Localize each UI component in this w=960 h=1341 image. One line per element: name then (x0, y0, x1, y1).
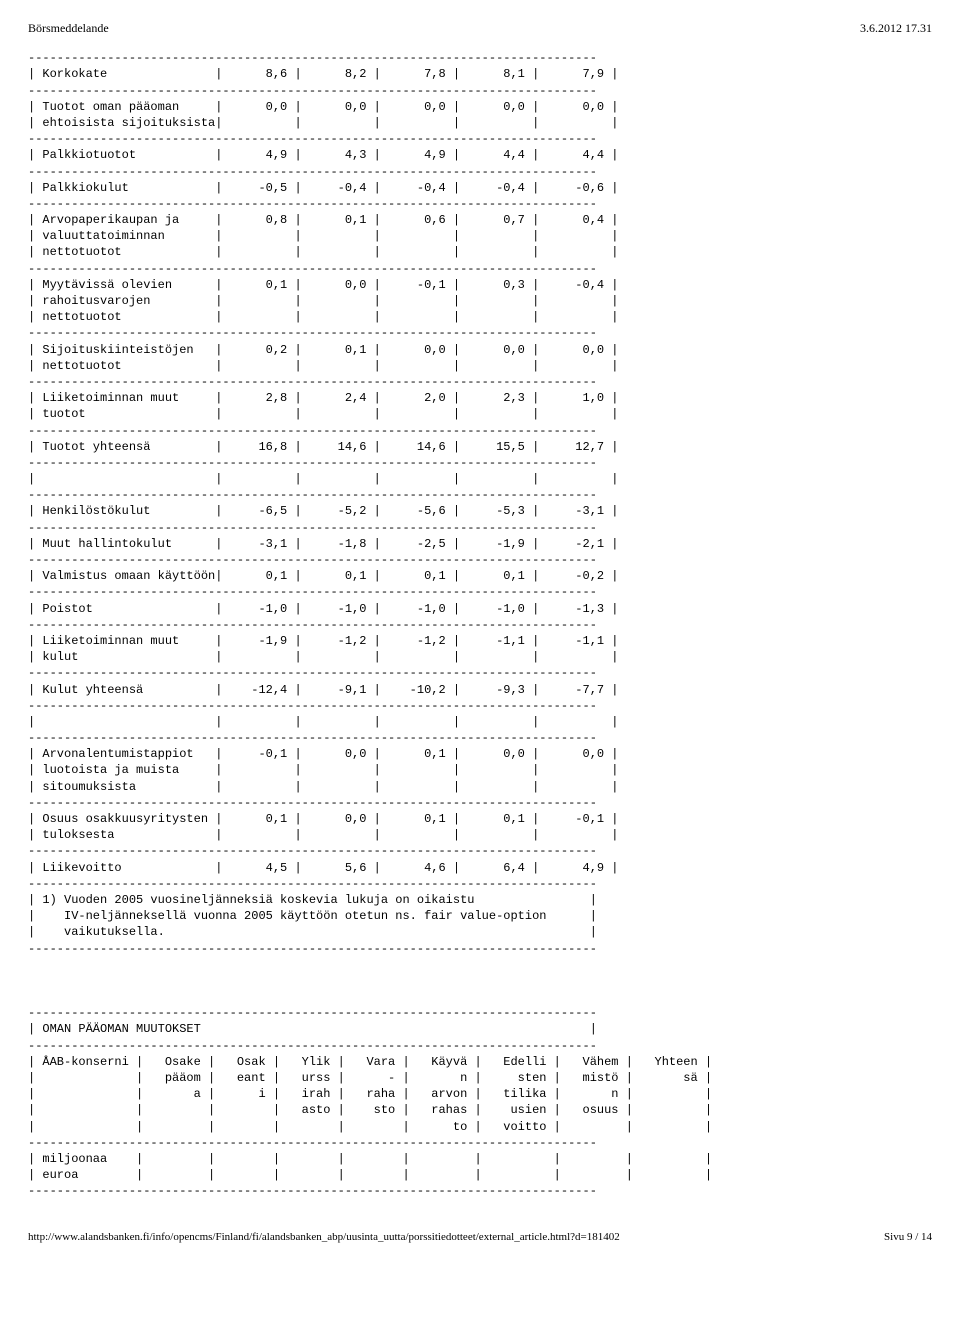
doc-type-label: Börsmeddelande (28, 20, 109, 36)
page-footer: http://www.alandsbanken.fi/info/opencms/… (28, 1230, 932, 1245)
financial-tables: ----------------------------------------… (28, 50, 932, 1199)
footer-page-number: Sivu 9 / 14 (884, 1230, 932, 1245)
doc-timestamp: 3.6.2012 17.31 (860, 20, 932, 36)
top-bar: Börsmeddelande 3.6.2012 17.31 (28, 20, 932, 36)
footer-url: http://www.alandsbanken.fi/info/opencms/… (28, 1230, 620, 1245)
